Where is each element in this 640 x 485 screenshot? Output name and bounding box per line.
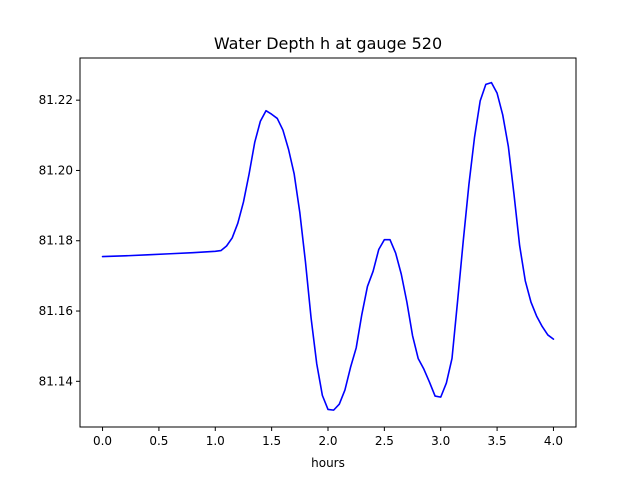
y-tick-label: 81.22 (39, 93, 73, 107)
x-tick-label: 2.0 (318, 434, 337, 448)
x-tick-label: 1.0 (206, 434, 225, 448)
x-tick-label: 2.5 (375, 434, 394, 448)
x-tick-label: 3.0 (431, 434, 450, 448)
axes: 0.0 0.5 1.0 1.5 2.0 2.5 3.0 3.5 4.0 81.14 81.16 81.… (39, 57, 577, 448)
y-tick-label: 81.20 (39, 163, 73, 177)
y-tick-label: 81.16 (39, 304, 73, 318)
x-tick-label: 4.0 (544, 434, 563, 448)
y-tick-label: 81.18 (39, 234, 73, 248)
x-tick-label: 1.5 (262, 434, 281, 448)
plot-area (101, 81, 555, 411)
x-axis-label: hours (311, 456, 345, 470)
series-line-0 (101, 81, 555, 411)
chart-title: Water Depth h at gauge 520 (214, 34, 442, 53)
x-tick-label: 0.0 (93, 434, 112, 448)
y-tick-label: 81.14 (39, 374, 73, 388)
x-tick-label: 3.5 (488, 434, 507, 448)
x-tick-label: 0.5 (149, 434, 168, 448)
